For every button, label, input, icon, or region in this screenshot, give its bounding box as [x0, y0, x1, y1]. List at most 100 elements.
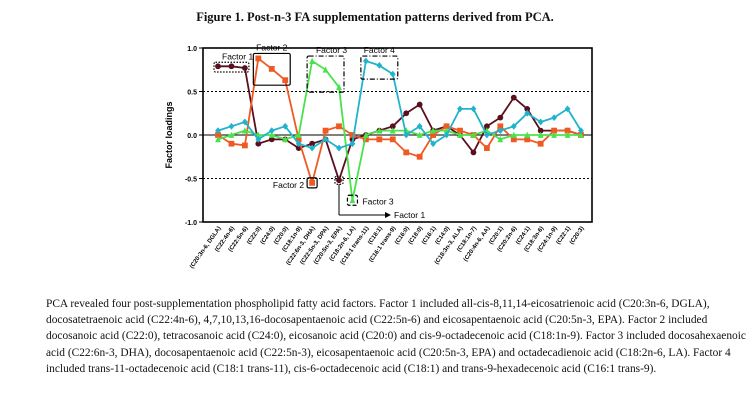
data-point: [537, 118, 544, 126]
data-point: [322, 135, 329, 143]
data-point: [470, 149, 477, 156]
factor4-label: Factor 4: [364, 45, 395, 55]
data-point: [336, 144, 342, 152]
factor1-neg-label: Factor 1: [394, 210, 425, 220]
data-point: [551, 114, 558, 121]
factor1-label: Factor 1: [222, 51, 253, 61]
data-point: [564, 127, 571, 134]
data-point: [282, 135, 289, 143]
data-point: [228, 122, 235, 130]
factor3-label: Factor 3: [316, 45, 347, 55]
data-point: [443, 123, 450, 130]
data-point: [322, 127, 329, 134]
series-line-2: [217, 60, 581, 202]
data-point: [389, 136, 396, 143]
data-point: [255, 135, 262, 143]
data-point: [336, 123, 342, 130]
data-point: [389, 127, 396, 134]
data-point: [362, 131, 369, 138]
data-point: [255, 55, 262, 62]
data-point: [551, 127, 558, 134]
data-point: [268, 131, 275, 138]
data-point: [228, 63, 235, 70]
data-point: [403, 131, 410, 139]
data-point: [510, 122, 517, 130]
data-point: [376, 62, 383, 69]
y-tick-label: -0.5: [185, 177, 197, 184]
factor4-box: [360, 55, 399, 80]
data-point: [241, 142, 248, 149]
chart-axes: 1.0 0.5 0.0 -0.5 -1.0 Factor loadings: [164, 46, 593, 227]
data-point: [336, 177, 342, 184]
data-point: [322, 66, 329, 73]
y-tick-label: 0.5: [187, 90, 197, 97]
data-point: [268, 65, 275, 72]
data-point: [497, 114, 504, 121]
data-point: [537, 127, 544, 134]
data-point: [349, 196, 356, 204]
factor1-box: [213, 61, 250, 73]
factor3-box: [306, 55, 345, 93]
data-point: [295, 140, 302, 148]
data-point: [416, 101, 423, 108]
factor2-neg-box: [306, 177, 318, 189]
data-point: [215, 132, 221, 138]
y-tick-label: 1.0: [187, 46, 197, 53]
chart: 1.0 0.5 0.0 -0.5 -1.0 Factor loadings Factor …: [164, 42, 593, 270]
data-point: [282, 77, 289, 84]
data-point: [416, 131, 423, 138]
data-point: [403, 149, 410, 156]
series-line-3: [217, 60, 582, 150]
data-point: [430, 127, 437, 134]
data-point: [537, 131, 544, 138]
data-point: [336, 83, 342, 91]
data-point: [268, 127, 275, 135]
data-point: [389, 123, 396, 130]
data-point: [483, 131, 490, 139]
data-point: [524, 109, 531, 117]
y-tick-label: 0.0: [187, 133, 197, 140]
chart-series: [215, 55, 584, 204]
factor3-neg-box: [346, 194, 359, 206]
factor2-label: Factor 2: [256, 42, 287, 52]
data-point: [564, 131, 571, 138]
data-point: [470, 131, 477, 138]
series-line-1: [217, 57, 582, 184]
y-axis-label: Factor loadings: [164, 101, 174, 168]
factor2-box: [252, 52, 291, 86]
data-point: [524, 131, 531, 138]
factor-loadings-chart: 1.0 0.5 0.0 -0.5 -1.0 Factor loadings Factor …: [164, 42, 593, 270]
data-point: [578, 127, 584, 135]
data-point: [564, 105, 571, 113]
data-point: [309, 179, 316, 186]
data-point: [376, 136, 383, 143]
data-point: [309, 57, 316, 64]
data-point: [282, 122, 289, 130]
data-point: [497, 135, 504, 143]
data-point: [215, 127, 221, 135]
data-point: [510, 131, 517, 138]
data-point: [497, 127, 504, 135]
data-point: [457, 127, 463, 134]
data-point: [309, 140, 316, 147]
data-point: [376, 127, 383, 134]
data-point: [483, 123, 490, 130]
data-point: [457, 131, 463, 138]
data-point: [403, 110, 410, 117]
data-point: [551, 131, 558, 138]
data-point: [430, 140, 437, 148]
data-point: [443, 131, 450, 139]
figure-caption: PCA revealed four post-supplementation p…: [46, 296, 746, 377]
data-point: [349, 132, 356, 138]
data-point: [524, 106, 531, 112]
data-point: [457, 105, 463, 113]
data-point: [430, 132, 437, 138]
factor2-neg-label: Factor 2: [273, 180, 304, 190]
series-line-0: [218, 65, 582, 182]
data-point: [228, 140, 235, 147]
data-point: [241, 65, 248, 71]
data-point: [497, 123, 504, 130]
data-point: [255, 140, 262, 147]
data-point: [215, 63, 221, 70]
